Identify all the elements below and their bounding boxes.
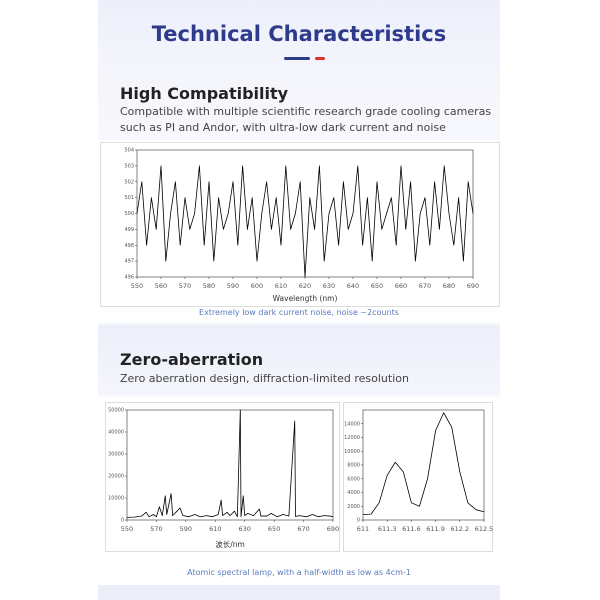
x-tick-label: 690 <box>467 282 479 290</box>
x-tick-label: 611.6 <box>402 525 421 533</box>
section-text: Compatible with multiple scientific rese… <box>120 105 492 118</box>
y-tick-label: 499 <box>124 227 134 233</box>
spectrum-chart: 0 10000 20000 30000 40000 50000 550 570 590 610 63… <box>105 402 340 552</box>
peak-chart: 0 2000 4000 6000 8000 10000 12000 14000 611 611.3… <box>343 402 493 552</box>
chart-caption: Atomic spectral lamp, with a half-width … <box>187 568 411 577</box>
x-tick-label: 611.3 <box>378 525 397 533</box>
y-tick-label: 12000 <box>344 435 360 441</box>
y-tick-label: 6000 <box>347 476 360 482</box>
section-heading: Zero-aberration <box>120 350 264 369</box>
x-tick-label: 670 <box>419 282 431 290</box>
y-tick-label: 10000 <box>108 496 124 502</box>
y-tick-label: 498 <box>124 243 134 249</box>
x-tick-label: 570 <box>150 525 162 533</box>
section-text: Zero aberration design, diffraction-limi… <box>120 372 409 385</box>
x-tick-label: 570 <box>179 282 191 290</box>
x-tick-label: 690 <box>327 525 339 533</box>
x-tick-label: 590 <box>227 282 239 290</box>
x-tick-label: 560 <box>155 282 167 290</box>
y-tick-label: 20000 <box>108 474 124 480</box>
x-tick-label: 590 <box>180 525 192 533</box>
title-bar <box>284 57 310 60</box>
y-tick-label: 0 <box>121 518 124 524</box>
chart-frame <box>105 402 340 552</box>
y-tick-label: 504 <box>124 148 134 154</box>
x-tick-label: 650 <box>371 282 383 290</box>
y-tick-label: 501 <box>124 195 134 201</box>
x-tick-label: 630 <box>239 525 251 533</box>
y-tick-label: 497 <box>124 259 134 265</box>
y-tick-label: 500 <box>124 211 134 217</box>
y-tick-label: 4000 <box>347 490 360 496</box>
chart-frame <box>100 142 500 307</box>
data-line <box>136 165 474 278</box>
section-heading: High Compatibility <box>120 84 289 103</box>
x-tick-label: 612.5 <box>475 525 493 533</box>
x-tick-label: 620 <box>299 282 311 290</box>
y-tick-label: 0 <box>357 518 360 524</box>
x-tick-label: 612.2 <box>450 525 469 533</box>
y-tick-label: 2000 <box>347 504 360 510</box>
y-tick-label: 503 <box>124 163 134 169</box>
x-tick-label: 611 <box>357 525 369 533</box>
y-tick-label: 502 <box>124 179 134 185</box>
x-tick-label: 640 <box>347 282 359 290</box>
chart-caption: Extremely low dark current noise, noise … <box>199 308 399 317</box>
x-tick-label: 600 <box>251 282 263 290</box>
y-tick-label: 14000 <box>344 421 360 427</box>
x-tick-label: 611.9 <box>426 525 445 533</box>
y-tick-label: 30000 <box>108 452 124 458</box>
x-tick-label: 670 <box>297 525 309 533</box>
page-title: Technical Characteristics <box>151 22 447 46</box>
plot-area <box>126 409 334 521</box>
x-axis-label: Wavelength (nm) <box>273 294 338 303</box>
data-line <box>126 409 334 518</box>
x-tick-label: 630 <box>323 282 335 290</box>
y-tick-label: 50000 <box>108 408 124 414</box>
x-tick-label: 650 <box>268 525 280 533</box>
x-tick-label: 580 <box>203 282 215 290</box>
x-tick-label: 610 <box>275 282 287 290</box>
data-line <box>362 412 485 515</box>
x-tick-label: 680 <box>443 282 455 290</box>
y-tick-label: 8000 <box>347 463 360 469</box>
title-bar <box>315 57 325 60</box>
x-axis-label: 波长/nm <box>215 539 245 549</box>
x-tick-label: 660 <box>395 282 407 290</box>
y-tick-label: 40000 <box>108 430 124 436</box>
x-tick-label: 550 <box>131 282 143 290</box>
y-tick-label: 496 <box>124 275 134 281</box>
noise-chart: 496 497 498 499 500 501 502 503 504 550 560 570 580 5… <box>100 142 500 307</box>
x-tick-label: 610 <box>209 525 221 533</box>
y-tick-label: 10000 <box>344 449 360 455</box>
section-text: such as PI and Andor, with ultra-low dar… <box>120 121 446 134</box>
x-tick-label: 550 <box>121 525 133 533</box>
chart-frame <box>343 402 493 552</box>
